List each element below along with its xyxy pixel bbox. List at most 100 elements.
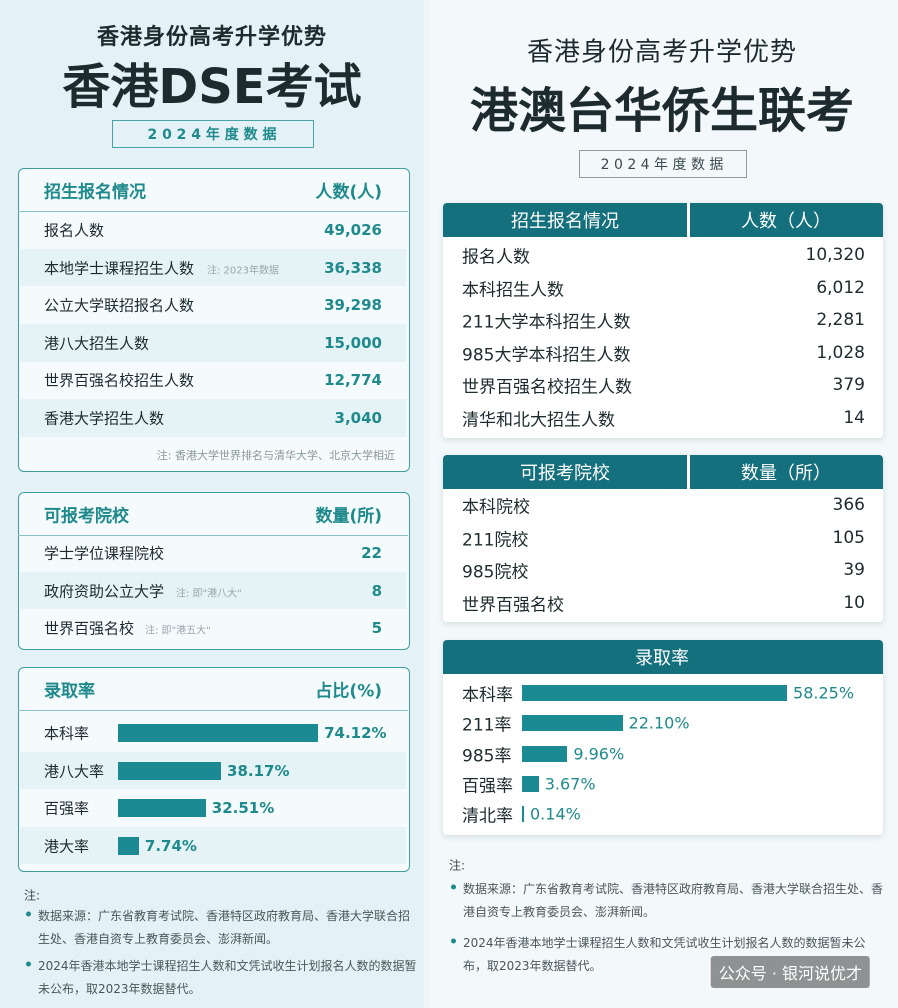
subtitle: 香港身份高考升学优势 <box>526 37 798 68</box>
rate-label: 58.25% <box>793 683 855 703</box>
section-header: 人数(人) <box>315 182 382 203</box>
year-badge: 2 0 2 4 年 度 数 据 <box>147 127 277 143</box>
row-value: 1,028 <box>816 342 865 363</box>
row-label: 百强率 <box>462 776 513 797</box>
rate-bar <box>118 799 206 817</box>
section-header: 可报考院校 <box>44 506 129 527</box>
row-value: 14 <box>843 408 865 428</box>
header-divider <box>18 710 408 711</box>
row-value: 379 <box>832 375 865 396</box>
row-stripe <box>20 248 406 287</box>
bullet <box>451 938 456 944</box>
rate-label: 32.51% <box>211 799 275 817</box>
year-badge: 2 0 2 4 年 度 数 据 <box>600 157 724 173</box>
year-badge-box <box>112 120 314 148</box>
section-header: 录取率 <box>44 681 95 702</box>
footnote-label: 注: <box>449 858 466 873</box>
footnote-label: 注: <box>24 888 41 903</box>
row-value: 6,012 <box>816 277 865 298</box>
row-stripe <box>20 571 406 610</box>
table-header: 人数（人） <box>741 211 831 232</box>
row-value: 10,320 <box>805 245 865 265</box>
rate-label: 38.17% <box>227 761 290 780</box>
bullet <box>26 961 31 967</box>
header-cell <box>443 455 687 489</box>
row-note: 注: 2023年数据 <box>207 265 279 277</box>
row-value: 39 <box>843 560 865 581</box>
rate-label: 0.14% <box>530 804 581 824</box>
bullet <box>451 884 456 890</box>
row-value: 2,281 <box>816 310 865 331</box>
rate-bar <box>522 715 623 732</box>
table-header: 录取率 <box>635 648 689 669</box>
row-label: 政府资助公立大学 <box>44 582 165 600</box>
row-label: 世界百强名校 <box>462 595 564 616</box>
row-label: 世界百强名校招生人数 <box>44 371 195 390</box>
footnote-item: 2024年香港本地学士课程招生人数和文凭试收生计划报名人数的数据暂未公布，取20… <box>38 959 417 996</box>
row-value: 366 <box>832 495 865 515</box>
row-value: 39,298 <box>324 296 382 315</box>
row-stripe <box>20 826 406 865</box>
header-divider <box>18 211 408 212</box>
footnote-item: 2024年香港本地学士课程招生人数和文凭试收生计划报名人数的数据暂未公布，取20… <box>463 936 866 973</box>
row-label: 本科率 <box>462 685 513 706</box>
row-label: 本科招生人数 <box>462 280 564 301</box>
row-label: 公立大学联招报名人数 <box>44 296 195 315</box>
row-label: 985大学本科招生人数 <box>462 345 631 366</box>
watermark: 公众号 · 银河说优才 <box>710 956 870 988</box>
row-stripe <box>20 399 406 437</box>
row-value: 12,774 <box>324 371 382 390</box>
rate-bar <box>522 775 539 792</box>
row-label: 本地学士课程招生人数 <box>44 259 195 278</box>
rate-label: 74.12% <box>324 724 387 742</box>
rate-label: 22.10% <box>628 713 690 733</box>
section-note: 注: 香港大学世界排名与清华大学、北京大学相近 <box>156 449 395 462</box>
row-value: 5 <box>371 619 382 637</box>
rate-bar <box>118 836 139 855</box>
footnote-item: 数据来源：广东省教育考试院、香港特区政府教育局、香港大学联合招生处、香港自资专上… <box>463 882 884 919</box>
header-divider <box>18 535 408 536</box>
row-stripe <box>20 324 406 362</box>
rate-label: 3.67% <box>544 774 596 794</box>
row-label: 百强率 <box>44 799 90 818</box>
title: 香港DSE考试 <box>62 59 362 115</box>
section-header: 占比(%) <box>315 681 382 702</box>
title: 港澳台华侨生联考 <box>469 83 855 139</box>
row-value: 105 <box>832 527 865 548</box>
section-header: 招生报名情况 <box>44 182 146 203</box>
rate-label: 7.74% <box>144 836 197 855</box>
table-panel <box>443 203 883 438</box>
header-cell <box>690 203 883 237</box>
row-label: 港大率 <box>44 837 90 855</box>
row-label: 211率 <box>462 715 512 736</box>
row-value: 8 <box>371 581 382 600</box>
rate-bar <box>522 745 568 762</box>
row-label: 清北率 <box>462 806 513 827</box>
row-label: 报名人数 <box>462 247 530 268</box>
row-label: 港八大率 <box>44 762 105 780</box>
header-cell <box>443 640 883 674</box>
row-label: 985率 <box>462 746 512 767</box>
section-box <box>18 492 410 650</box>
row-value: 49,026 <box>324 221 382 239</box>
row-label: 本科院校 <box>462 497 530 518</box>
row-label: 211院校 <box>462 530 529 551</box>
rate-bar <box>522 806 524 823</box>
row-note: 注: 即"港八大" <box>176 588 242 599</box>
row-value: 3,040 <box>334 409 382 427</box>
row-label: 学士学位课程院校 <box>44 544 165 563</box>
table-header: 可报考院校 <box>520 463 610 484</box>
rate-bar <box>118 761 222 780</box>
row-label: 港八大招生人数 <box>44 334 150 353</box>
subtitle: 香港身份高考升学优势 <box>96 25 328 50</box>
row-label: 211大学本科招生人数 <box>462 312 631 333</box>
table-header: 数量（所） <box>741 463 831 484</box>
row-label: 报名人数 <box>44 221 105 240</box>
header-cell <box>443 203 687 237</box>
bullet <box>26 911 31 917</box>
row-label: 世界百强名校招生人数 <box>462 377 632 398</box>
row-label: 本科率 <box>44 724 90 743</box>
rate-label: 9.96% <box>573 744 625 764</box>
row-label: 985院校 <box>462 562 529 583</box>
